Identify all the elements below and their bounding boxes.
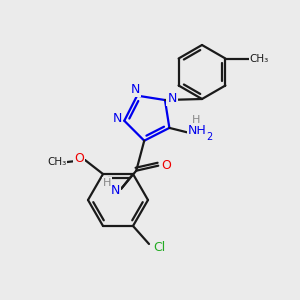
Text: 2: 2: [206, 132, 212, 142]
Text: H: H: [103, 178, 111, 188]
Text: O: O: [74, 152, 84, 164]
Text: O: O: [161, 159, 171, 172]
Text: H: H: [192, 115, 201, 125]
Text: N: N: [111, 184, 120, 197]
Text: N: N: [130, 83, 140, 96]
Text: NH: NH: [188, 124, 207, 137]
Text: N: N: [167, 92, 177, 104]
Text: CH₃: CH₃: [47, 157, 67, 167]
Text: Cl: Cl: [153, 242, 165, 254]
Text: CH₃: CH₃: [250, 53, 269, 64]
Text: N: N: [112, 112, 122, 125]
